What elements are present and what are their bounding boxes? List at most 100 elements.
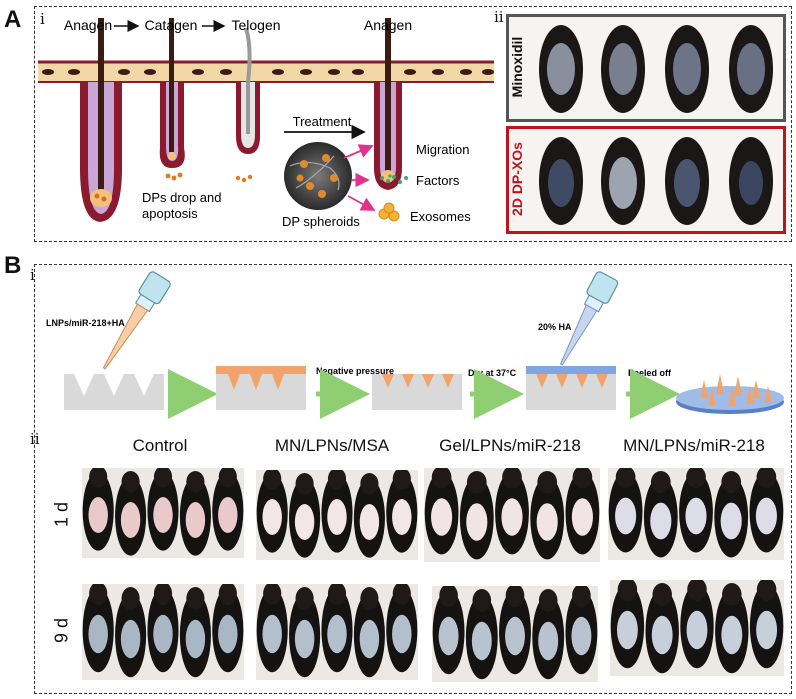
mold-4 (526, 366, 616, 410)
mouse-photo-panel (424, 468, 600, 562)
shaved-patch (185, 619, 206, 659)
dp-drop-label-2: apoptosis (142, 206, 198, 221)
mouse-head (686, 468, 706, 489)
shaved-patch (431, 498, 453, 536)
mouse-photo (539, 137, 773, 225)
mouse-head (89, 584, 108, 606)
mouse-head (650, 471, 671, 494)
step-label-3: Peeled off (628, 368, 672, 378)
mold-3 (372, 374, 462, 410)
skin-cells (42, 69, 494, 75)
mouse-head (360, 587, 379, 611)
mouse-head (472, 589, 492, 613)
dp-xos-label-text: 2D DP-XOs (509, 142, 525, 216)
mouse-head (721, 471, 742, 494)
panel-a-sub-i: i (40, 10, 45, 28)
mouse-head (263, 584, 282, 606)
microneedle-patch (676, 374, 784, 414)
shaved-patch (359, 619, 380, 659)
shaved-patch (756, 610, 778, 650)
factors-dots (380, 174, 408, 184)
shaved-patch (571, 498, 593, 536)
row-label-9d: 9 d (51, 617, 72, 644)
mouse-head (218, 468, 237, 488)
dropped-dp-cells (165, 172, 253, 183)
mouse-head (722, 583, 742, 607)
mouse-photo-panel (608, 468, 784, 560)
stage-label-anagen-1: Anagen (64, 18, 112, 33)
shaved-patch (616, 610, 638, 650)
column-header-control: Control (132, 436, 188, 455)
shaved-patch (327, 499, 347, 535)
shaved-patch (438, 616, 459, 656)
column-header-mn-lpns-mir218: MN/LPNs/miR-218 (623, 436, 765, 455)
follicle-catagen (159, 18, 185, 168)
shaved-patch (615, 497, 637, 535)
shaved-patch (218, 614, 238, 654)
panel-a-sub-ii: ii (494, 8, 504, 26)
shaved-patch (153, 497, 173, 533)
mouse-head (327, 584, 347, 606)
follicle-anagen-2 (374, 18, 402, 190)
dp-xos-mice (539, 137, 773, 225)
mouse-head (572, 468, 593, 489)
dp-spheroid (284, 142, 352, 210)
spheroids-label: DP spheroids (282, 214, 360, 229)
mold-1 (64, 374, 164, 410)
mouse-head (89, 468, 108, 488)
panel-a-letter: A (4, 6, 22, 33)
mouse-photo-panel (82, 468, 244, 558)
shaved-patch (651, 615, 673, 655)
mouse-head (295, 587, 314, 611)
shaved-patch (262, 614, 282, 654)
mouse-head (121, 471, 140, 493)
mouse-head (186, 471, 205, 493)
mouse-head (502, 468, 522, 489)
mouse-head (153, 468, 173, 488)
shaved-patch (720, 502, 742, 540)
mouse-head (295, 473, 314, 495)
mouse-photo-panel (256, 584, 418, 680)
mouse-head (617, 580, 638, 602)
dp-xos-group: 2D DP-XOs (506, 126, 786, 234)
shaved-patch (685, 497, 707, 535)
minoxidil-mice (539, 25, 773, 113)
mouse-head (756, 468, 777, 489)
mouse-head (756, 580, 777, 602)
mouse-head (537, 471, 558, 494)
load-label-1: LNPs/miR-218+HA (46, 318, 125, 328)
pipette-1 (102, 271, 171, 370)
shaved-patch (571, 616, 592, 656)
mouse-head (505, 586, 525, 608)
shaved-patch (120, 619, 141, 659)
fabrication-schematic: LNPs/miR-218+HA Negative pressure Dry at… (46, 271, 784, 419)
mold-2 (216, 366, 306, 410)
mouse-head (431, 468, 452, 489)
shaved-patch (392, 499, 412, 535)
mouse-head (392, 470, 411, 490)
column-header-gel-lpns-mir218: Gel/LPNs/miR-218 (439, 436, 581, 455)
mouse-photo (539, 25, 773, 113)
mouse-head (538, 589, 558, 613)
load-label-2: 20% HA (538, 322, 572, 332)
mouse-head (392, 584, 411, 606)
minoxidil-label: Minoxidil (507, 17, 527, 119)
mouse-head (218, 584, 237, 606)
step-label-2: Dry at 37°C (468, 368, 517, 378)
mouse-head (652, 583, 672, 607)
mouse-head (439, 586, 458, 608)
mouse-head (153, 584, 173, 606)
mouse-photo-panel (256, 470, 418, 560)
column-header-mn-lpns-msa: MN/LPNs/MSA (274, 436, 390, 455)
panel-b-letter: B (4, 252, 22, 279)
shaved-patch (359, 504, 380, 540)
dp-drop-label-1: DPs drop and (142, 190, 222, 205)
shaved-patch (466, 503, 488, 541)
stage-label-catagen: Catagen (145, 18, 198, 33)
mouse-photo-panel (432, 586, 598, 682)
shaved-patch (501, 498, 523, 536)
hair-cycle-schematic: Anagen Catagen Telogen Anagen Treatment … (38, 18, 494, 229)
shaved-patch (721, 615, 743, 655)
pipette-2 (559, 271, 619, 366)
minoxidil-group: Minoxidil (506, 14, 786, 122)
